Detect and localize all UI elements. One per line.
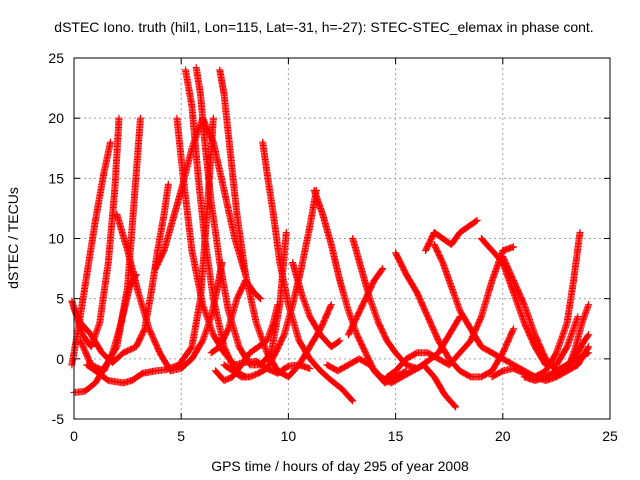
y-axis-label: dSTEC / TECUs (5, 187, 21, 289)
x-tick-label: 0 (70, 428, 78, 444)
data-point (256, 294, 263, 302)
data-series (207, 277, 264, 357)
data-series (422, 216, 481, 254)
data-point (451, 402, 459, 410)
data-point (452, 403, 460, 411)
data-point (257, 295, 264, 303)
data-series (349, 235, 464, 372)
data-point (335, 338, 343, 346)
y-tick-label: 5 (56, 291, 64, 307)
data-series (182, 66, 249, 381)
data-series (70, 180, 172, 366)
data-point (274, 301, 282, 309)
data-point (209, 114, 217, 122)
y-tick-label: 25 (48, 50, 64, 66)
data-series (289, 259, 344, 351)
data-series (76, 271, 140, 375)
x-tick-label: 20 (495, 428, 511, 444)
grid (74, 58, 610, 419)
tick-labels: 0 5 10 15 20 25 -5 0 5 10 15 20 25 (48, 50, 618, 444)
chart-title: dSTEC Iono. truth (hil1, Lon=115, Lat=-3… (54, 19, 593, 35)
data-point (137, 114, 144, 122)
data-points (68, 64, 593, 411)
data-series (70, 114, 144, 396)
x-tick-label: 10 (281, 428, 297, 444)
data-point (327, 302, 335, 310)
data-series (323, 355, 460, 411)
y-tick-label: 15 (48, 170, 64, 186)
data-point (164, 180, 172, 188)
data-series (259, 138, 357, 405)
y-tick-label: -5 (52, 411, 65, 427)
data-point (306, 365, 314, 372)
data-point (336, 337, 344, 345)
x-tick-label: 15 (388, 428, 404, 444)
data-point (115, 114, 123, 122)
x-axis-label: GPS time / hours of day 295 of year 2008 (211, 458, 469, 474)
x-tick-label: 5 (177, 428, 185, 444)
data-point (348, 396, 356, 404)
data-point (576, 229, 584, 236)
data-series (173, 114, 314, 377)
data-series (68, 138, 114, 369)
data-point (349, 397, 357, 405)
data-point (209, 137, 217, 145)
data-series (212, 301, 282, 384)
x-tick-label: 25 (602, 428, 618, 444)
data-point (327, 301, 335, 309)
y-tick-label: 0 (56, 351, 64, 367)
data-series (477, 235, 582, 369)
data-point (106, 138, 114, 146)
data-series (113, 210, 226, 375)
data-point (282, 229, 290, 236)
y-tick-label: 20 (48, 110, 64, 126)
y-tick-label: 10 (48, 231, 64, 247)
